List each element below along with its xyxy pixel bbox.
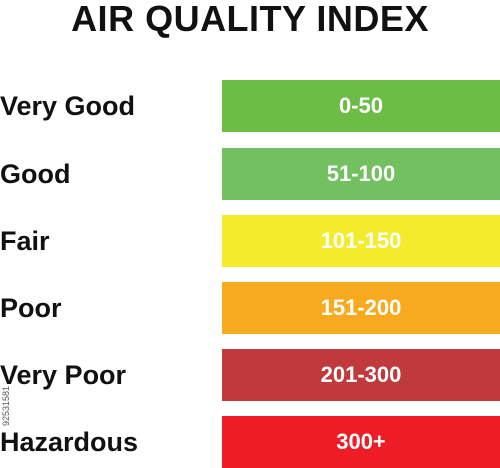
aqi-level-very-good: Very Good 0-50 [0,80,500,132]
aqi-level-fair: Fair 101-150 [0,215,500,267]
aqi-level-poor: Poor 151-200 [0,282,500,334]
aqi-level-good: Good 51-100 [0,148,500,200]
aqi-range-text: 0-50 [338,93,384,118]
aqi-level-label: Fair [0,225,50,256]
aqi-range-bar: 101-150 [222,215,500,267]
aqi-level-very-poor: Very Poor 201-300 [0,349,500,401]
aqi-level-label: Hazardous [0,426,139,457]
aqi-level-label: Poor [0,292,62,323]
aqi-range-bar: 0-50 [222,80,500,132]
aqi-level-label: Very Good [0,90,136,121]
aqi-range-text: 201-300 [320,362,402,387]
aqi-range-bar: 51-100 [222,148,500,200]
aqi-range-bar: 201-300 [222,349,500,401]
aqi-level-label: Good [0,158,71,189]
aqi-level-label: Very Poor [0,359,127,390]
aqi-range-bar: 151-200 [222,282,500,334]
aqi-range-text: 51-100 [326,161,396,186]
side-id-text: 92531581 [1,385,11,427]
aqi-range-text: 151-200 [320,295,402,320]
aqi-range-bar: 300+ [222,416,500,468]
aqi-level-hazardous: Hazardous 300+ [0,416,500,468]
aqi-range-text: 101-150 [320,228,402,253]
aqi-range-text: 300+ [336,429,386,454]
page-title: AIR QUALITY INDEX [71,0,429,39]
